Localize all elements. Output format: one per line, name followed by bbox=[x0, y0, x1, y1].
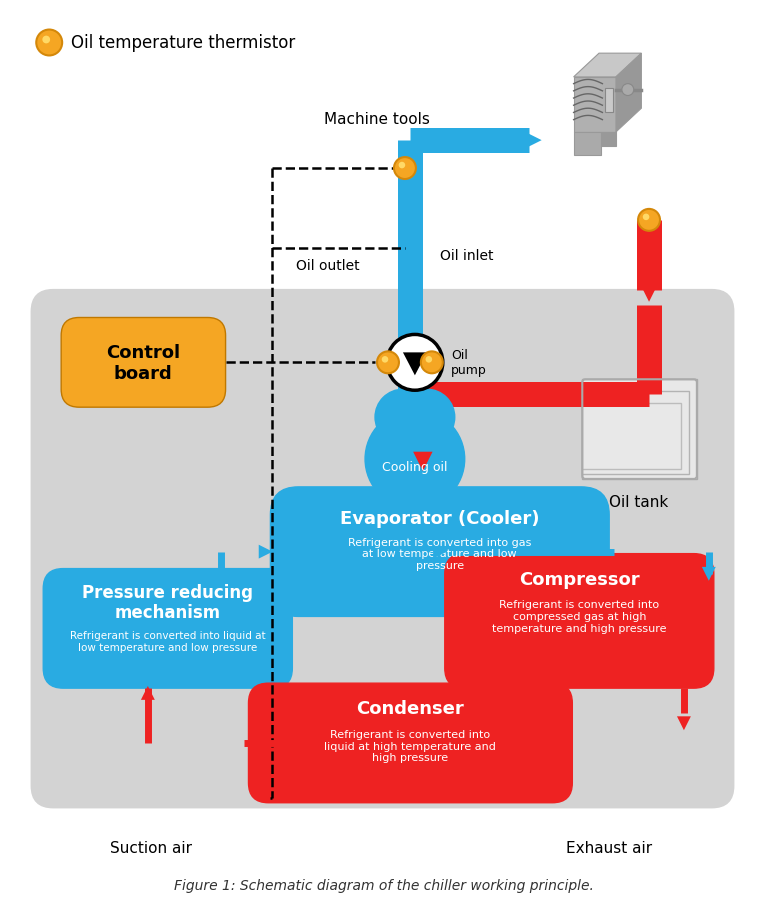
FancyBboxPatch shape bbox=[582, 380, 697, 479]
Circle shape bbox=[643, 214, 649, 220]
Circle shape bbox=[365, 410, 464, 509]
Circle shape bbox=[377, 352, 399, 374]
Text: Machine tools: Machine tools bbox=[324, 112, 430, 127]
Text: Compressor: Compressor bbox=[519, 570, 640, 588]
Text: Control
board: Control board bbox=[106, 343, 180, 383]
Text: Oil outlet: Oil outlet bbox=[296, 259, 360, 272]
Text: Oil tank: Oil tank bbox=[610, 495, 669, 509]
Circle shape bbox=[622, 85, 634, 97]
Polygon shape bbox=[601, 133, 616, 148]
Polygon shape bbox=[574, 77, 616, 133]
Polygon shape bbox=[574, 133, 601, 156]
FancyBboxPatch shape bbox=[248, 683, 572, 803]
Circle shape bbox=[42, 36, 50, 45]
Text: Refrigerant is converted into
compressed gas at high
temperature and high pressu: Refrigerant is converted into compressed… bbox=[492, 599, 667, 633]
FancyBboxPatch shape bbox=[62, 318, 225, 408]
Polygon shape bbox=[403, 353, 427, 376]
FancyBboxPatch shape bbox=[43, 569, 292, 689]
Text: Exhaust air: Exhaust air bbox=[566, 840, 652, 855]
Text: Oil
pump: Oil pump bbox=[451, 349, 487, 377]
Text: Oil inlet: Oil inlet bbox=[440, 249, 493, 262]
Circle shape bbox=[425, 357, 432, 363]
Text: Oil temperature thermistor: Oil temperature thermistor bbox=[72, 35, 295, 53]
FancyBboxPatch shape bbox=[582, 392, 689, 475]
Text: Refrigerant is converted into
liquid at high temperature and
high pressure: Refrigerant is converted into liquid at … bbox=[325, 729, 496, 763]
Text: Cooling oil: Cooling oil bbox=[382, 461, 448, 474]
FancyBboxPatch shape bbox=[32, 291, 734, 808]
Text: Refrigerant is converted into liquid at
low temperature and low pressure: Refrigerant is converted into liquid at … bbox=[70, 630, 265, 652]
Circle shape bbox=[375, 390, 431, 445]
Text: Condenser: Condenser bbox=[357, 700, 464, 717]
FancyBboxPatch shape bbox=[271, 487, 609, 617]
Polygon shape bbox=[574, 54, 641, 77]
Circle shape bbox=[398, 162, 405, 169]
Polygon shape bbox=[616, 54, 641, 133]
Text: Figure 1: Schematic diagram of the chiller working principle.: Figure 1: Schematic diagram of the chill… bbox=[174, 878, 594, 893]
FancyBboxPatch shape bbox=[444, 554, 714, 689]
Circle shape bbox=[387, 335, 443, 391]
Circle shape bbox=[638, 210, 660, 231]
FancyBboxPatch shape bbox=[605, 88, 614, 112]
Circle shape bbox=[36, 30, 62, 56]
Circle shape bbox=[421, 352, 443, 374]
FancyBboxPatch shape bbox=[582, 404, 681, 469]
Text: Suction air: Suction air bbox=[110, 840, 191, 855]
Text: Evaporator (Cooler): Evaporator (Cooler) bbox=[340, 509, 540, 527]
Circle shape bbox=[394, 158, 416, 179]
Circle shape bbox=[381, 357, 388, 363]
Text: Pressure reducing
mechanism: Pressure reducing mechanism bbox=[82, 583, 253, 621]
Text: Refrigerant is converted into gas
at low temperature and low
pressure: Refrigerant is converted into gas at low… bbox=[348, 537, 531, 570]
Circle shape bbox=[399, 390, 454, 445]
